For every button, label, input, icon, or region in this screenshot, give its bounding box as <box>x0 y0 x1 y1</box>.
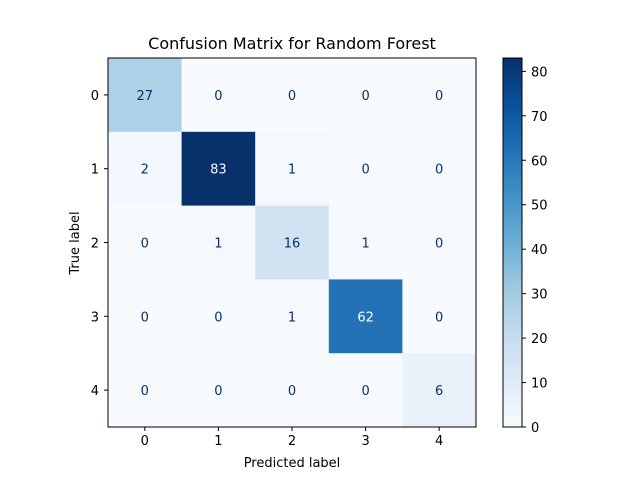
cell-value-label: 1 <box>288 310 296 325</box>
cell-value-label: 1 <box>214 237 222 252</box>
x-tick-label: 2 <box>288 434 296 449</box>
cell-value-label: 0 <box>288 384 296 399</box>
colorbar-tick-label: 40 <box>531 243 548 258</box>
heatmap-cell <box>108 353 183 428</box>
y-tick-label: 2 <box>91 237 99 252</box>
heatmap-cell <box>328 353 403 428</box>
heatmap-cell <box>181 279 256 354</box>
cell-value-label: 62 <box>357 310 374 325</box>
x-tick-label: 4 <box>435 434 443 449</box>
cell-value-label: 0 <box>361 163 369 178</box>
heatmap-cell <box>181 353 256 428</box>
cell-value-label: 0 <box>141 237 149 252</box>
heatmap-cell <box>108 279 183 354</box>
heatmap-cell <box>181 131 256 207</box>
colorbar-tick-label: 70 <box>531 110 548 125</box>
colorbar-tick-label: 20 <box>531 332 548 347</box>
cell-value-label: 0 <box>435 310 443 325</box>
cell-value-label: 27 <box>137 89 154 104</box>
heatmap-cell <box>108 58 183 133</box>
colorbar-tick-label: 80 <box>531 65 548 80</box>
cell-value-label: 2 <box>141 163 149 178</box>
heatmap-cell <box>328 205 403 280</box>
x-tick-label: 0 <box>141 434 149 449</box>
x-axis-ticks: 0 1 2 3 4 <box>141 427 443 449</box>
heatmap-cell <box>255 353 330 428</box>
heatmap-cell <box>402 205 477 280</box>
cell-value-label: 0 <box>361 384 369 399</box>
cell-value-label: 83 <box>210 163 227 178</box>
cell-value-label: 0 <box>435 89 443 104</box>
heatmap-cell <box>108 205 183 280</box>
y-tick-label: 4 <box>91 384 99 399</box>
cell-value-label: 1 <box>361 237 369 252</box>
cell-value-label: 16 <box>284 237 301 252</box>
cell-value-label: 0 <box>214 310 222 325</box>
cell-value-label: 0 <box>141 384 149 399</box>
heatmap-cells <box>108 58 477 428</box>
colorbar-tick-label: 0 <box>531 421 539 436</box>
colorbar-tick-label: 30 <box>531 288 548 303</box>
x-tick-label: 1 <box>214 434 222 449</box>
cell-value-label: 6 <box>435 384 443 399</box>
chart-title: Confusion Matrix for Random Forest <box>148 34 436 53</box>
cell-value-label: 0 <box>435 237 443 252</box>
x-axis-label: Predicted label <box>244 456 341 471</box>
heatmap-cell <box>328 279 403 354</box>
cell-value-label: 1 <box>288 163 296 178</box>
heatmap-cell <box>108 131 183 207</box>
heatmap-cell <box>328 58 403 133</box>
cell-value-label: 0 <box>435 163 443 178</box>
heatmap-cell <box>181 58 256 133</box>
heatmap-cell <box>255 205 330 280</box>
cell-value-label: 0 <box>288 89 296 104</box>
colorbar-tick-label: 60 <box>531 154 548 169</box>
y-tick-label: 3 <box>91 310 99 325</box>
y-axis-label: True label <box>68 211 83 275</box>
cell-value-label: 0 <box>214 89 222 104</box>
cell-value-label: 0 <box>361 89 369 104</box>
heatmap-cell <box>181 205 256 280</box>
heatmap-cell <box>328 131 403 207</box>
colorbar-ticks: 0 10 20 30 40 50 60 70 80 <box>522 65 548 436</box>
cell-value-label: 0 <box>214 384 222 399</box>
heatmap-cell <box>255 279 330 354</box>
cell-value-label: 0 <box>141 310 149 325</box>
heatmap-cell <box>255 58 330 133</box>
colorbar <box>502 57 523 428</box>
heatmap-cell <box>402 131 477 207</box>
y-axis-ticks: 0 1 2 3 4 <box>91 89 108 399</box>
heatmap-cell <box>255 131 330 207</box>
y-tick-label: 0 <box>91 89 99 104</box>
heatmap-cell <box>402 279 477 354</box>
colorbar-tick-label: 50 <box>531 199 548 214</box>
heatmap-cell <box>402 353 477 428</box>
y-tick-label: 1 <box>91 163 99 178</box>
colorbar-tick-label: 10 <box>531 377 548 392</box>
heatmap-cell <box>402 58 477 133</box>
heatmap-cell-labels: 27 0 0 0 0 2 83 1 0 0 0 1 16 1 0 0 0 1 62 0 0 0 0 0 6 <box>137 89 444 399</box>
x-tick-label: 3 <box>361 434 369 449</box>
